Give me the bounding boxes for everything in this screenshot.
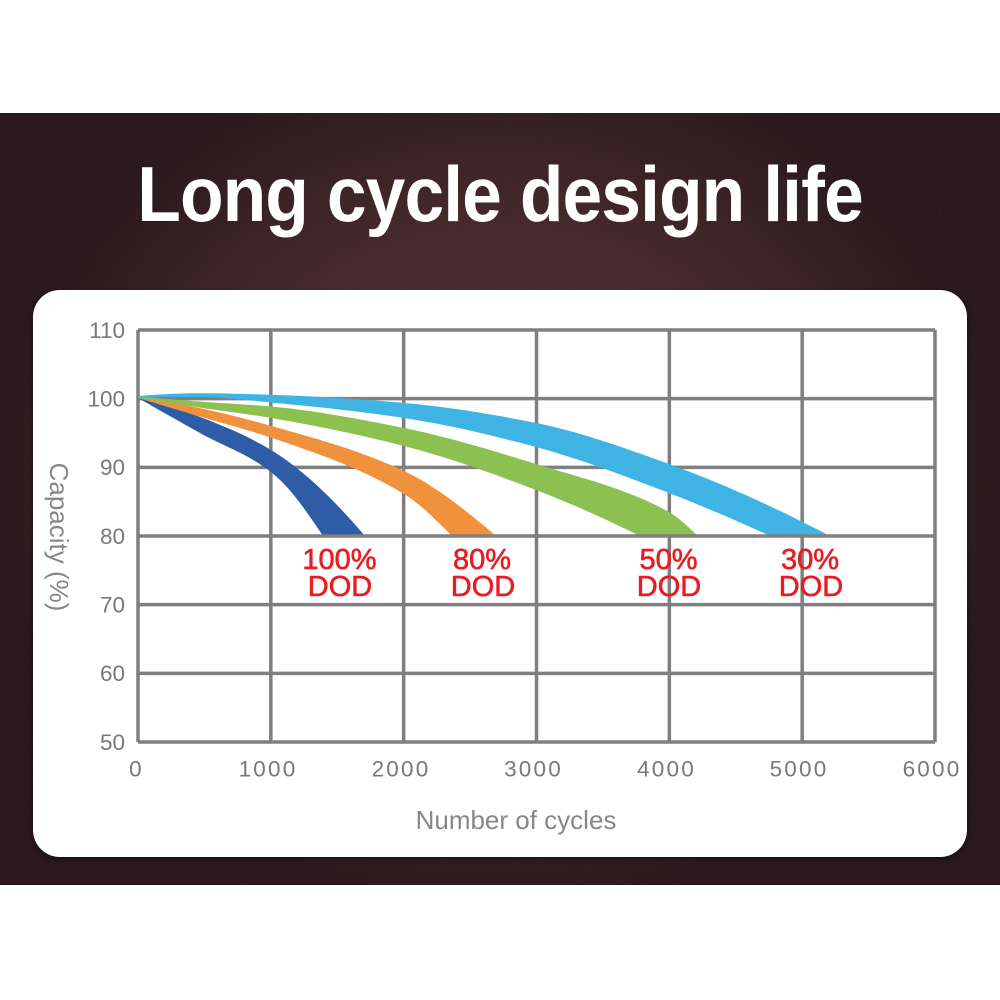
svg-text:Capacity (%): Capacity (%) xyxy=(44,463,74,612)
svg-text:80%: 80% xyxy=(453,544,511,576)
svg-text:50%: 50% xyxy=(639,544,697,576)
svg-text:50: 50 xyxy=(100,730,125,755)
svg-text:DOD: DOD xyxy=(451,571,515,603)
svg-text:60: 60 xyxy=(100,661,125,686)
svg-text:DOD: DOD xyxy=(308,571,372,603)
svg-text:6000: 6000 xyxy=(903,757,962,782)
svg-text:0: 0 xyxy=(129,757,144,782)
svg-text:110: 110 xyxy=(89,318,125,343)
svg-text:2000: 2000 xyxy=(372,757,431,782)
svg-text:3000: 3000 xyxy=(504,757,563,782)
svg-text:1000: 1000 xyxy=(239,757,298,782)
svg-text:100: 100 xyxy=(87,387,125,412)
svg-text:90: 90 xyxy=(100,455,125,480)
svg-text:DOD: DOD xyxy=(637,571,701,603)
svg-text:80: 80 xyxy=(100,524,125,549)
svg-text:100%: 100% xyxy=(302,544,376,576)
svg-text:70: 70 xyxy=(100,593,125,618)
svg-text:5000: 5000 xyxy=(770,757,829,782)
svg-text:4000: 4000 xyxy=(637,757,696,782)
svg-text:Number of cycles: Number of cycles xyxy=(416,805,617,835)
svg-text:30%: 30% xyxy=(781,544,839,576)
svg-text:DOD: DOD xyxy=(779,571,843,603)
